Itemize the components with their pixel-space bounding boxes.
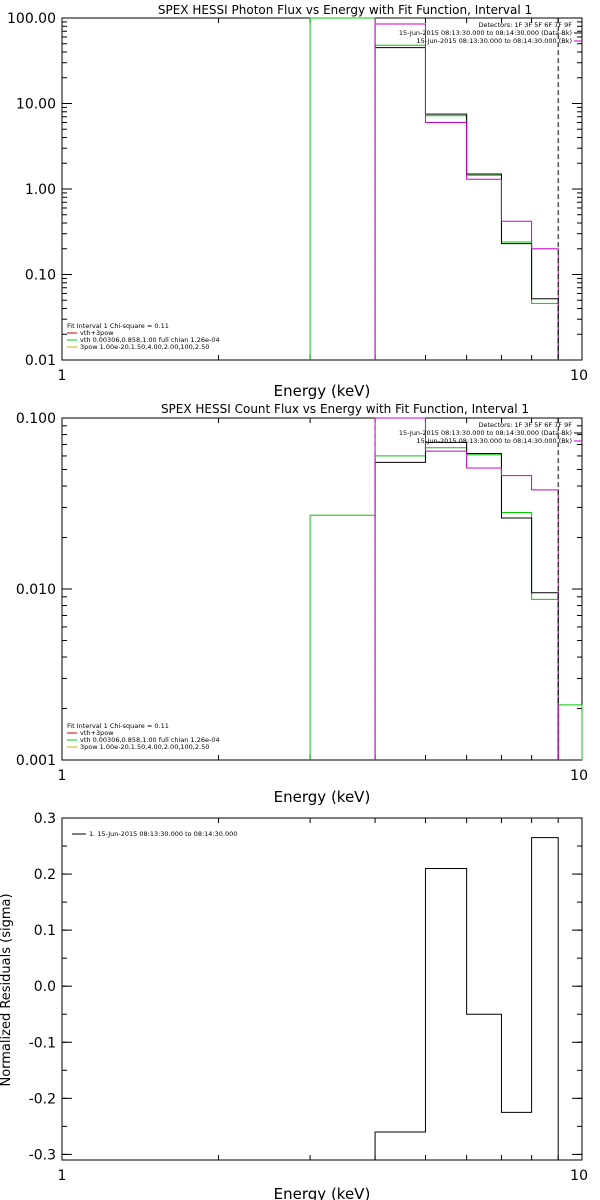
histogram-series-line — [374, 47, 559, 360]
count-legend: Fit Interval 1 Chi-square = 0.11vth+3pow… — [67, 722, 220, 751]
y-tick-label: 0.2 — [34, 867, 56, 883]
count-plot-frame — [61, 417, 583, 761]
photon-flux-panel: SPEX HESSI Photon Flux vs Energy with Fi… — [7, 3, 588, 400]
photon-vlines — [374, 18, 559, 360]
x-tick-label: 10 — [570, 368, 588, 384]
y-tick-label: 0.001 — [16, 753, 56, 769]
histogram-series-line — [309, 447, 583, 760]
header-line: Detectors: 1F 3F 5F 6F 7F 9F — [478, 421, 572, 429]
y-tick-label: -0.2 — [29, 1091, 56, 1107]
y-tick-label: 0.01 — [25, 353, 56, 369]
x-tick-label: 1 — [58, 368, 67, 384]
residuals-legend: 1. 15-Jun-2015 08:13:30.000 to 08:14:30.… — [72, 830, 237, 838]
legend-entry: vth+3pow — [80, 329, 114, 337]
count-x-axis-label: Energy (keV) — [274, 788, 371, 806]
y-tick-label: -0.1 — [29, 1035, 56, 1051]
legend-entry: Fit Interval 1 Chi-square = 0.11 — [67, 322, 169, 330]
y-tick-label: 10.00 — [16, 97, 56, 113]
x-tick-label: 10 — [570, 768, 588, 784]
legend-entry: 1. 15-Jun-2015 08:13:30.000 to 08:14:30.… — [89, 830, 237, 838]
header-line: 15-Jun-2015 08:13:30.000 to 08:14:30.000… — [417, 437, 572, 445]
photon-header-text: Detectors: 1F 3F 5F 6F 7F 9F15-Jun-2015 … — [399, 21, 582, 45]
y-tick-label: 0.3 — [34, 811, 56, 827]
residuals-ticks: 1 10 -0.3 -0.2 -0.1 0.0 0.1 0.2 0.3 — [29, 811, 588, 1184]
y-tick-label: 0.1 — [34, 923, 56, 939]
legend-entry: vth 0.00306,0.858,1.00 full chian 1.26e-… — [80, 736, 220, 744]
histogram-series-line — [309, 17, 559, 360]
photon-plot-frame — [61, 17, 583, 361]
count-vlines — [374, 418, 559, 760]
header-line: 15-Jun-2015 08:13:30.000 to 08:14:30.000… — [399, 429, 572, 437]
legend-entry: 3pow 1.00e-20,1.50,4.00,2.00,100,2.50 — [80, 743, 209, 751]
y-tick-label: 0.10 — [25, 268, 56, 284]
legend-entry: vth+3pow — [80, 729, 114, 737]
histogram-series-line — [374, 417, 559, 760]
x-tick-label: 1 — [58, 1168, 67, 1184]
residuals-y-axis-label: Normalized Residuals (sigma) — [0, 893, 14, 1086]
residuals-x-axis-label: Energy (keV) — [274, 1185, 371, 1200]
residuals-series — [374, 837, 559, 1160]
count-chart-title: SPEX HESSI Count Flux vs Energy with Fit… — [161, 402, 529, 416]
y-tick-label: 0.010 — [16, 582, 56, 598]
x-tick-label: 1 — [58, 768, 67, 784]
header-line: 15-Jun-2015 08:13:30.000 to 08:14:30.000… — [417, 37, 572, 45]
histogram-series-line — [374, 23, 559, 360]
count-header-text: Detectors: 1F 3F 5F 6F 7F 9F15-Jun-2015 … — [399, 421, 582, 445]
histogram-series-line — [374, 837, 559, 1160]
header-line: Detectors: 1F 3F 5F 6F 7F 9F — [478, 21, 572, 29]
count-series — [309, 417, 583, 760]
legend-entry: 3pow 1.00e-20,1.50,4.00,2.00,100,2.50 — [80, 343, 209, 351]
y-tick-label: 1.00 — [25, 182, 56, 198]
photon-x-axis-label: Energy (keV) — [274, 382, 371, 400]
count-flux-panel: SPEX HESSI Count Flux vs Energy with Fit… — [16, 402, 588, 806]
photon-legend: Fit Interval 1 Chi-square = 0.11vth+3pow… — [67, 322, 220, 351]
photon-series — [309, 17, 559, 360]
y-tick-label: -0.3 — [29, 1147, 56, 1163]
x-tick-label: 10 — [570, 1168, 588, 1184]
legend-entry: vth 0.00306,0.858,1.00 full chian 1.26e-… — [80, 336, 220, 344]
count-ticks: 1 10 0.001 0.010 0.100 — [16, 411, 588, 784]
photon-ticks: 1 10 0.01 0.10 1.00 10.00 100.00 — [7, 11, 588, 384]
photon-chart-title: SPEX HESSI Photon Flux vs Energy with Fi… — [158, 3, 532, 17]
residuals-plot-frame — [61, 817, 583, 1161]
residuals-panel: 1 10 -0.3 -0.2 -0.1 0.0 0.1 0.2 0.3 1. 15-Jun-20… — [0, 811, 588, 1200]
y-tick-label: 0.0 — [34, 979, 56, 995]
header-line: 15-Jun-2015 08:13:30.000 to 08:14:30.000… — [399, 29, 572, 37]
legend-entry: Fit Interval 1 Chi-square = 0.11 — [67, 722, 169, 730]
y-tick-label: 100.00 — [7, 11, 56, 27]
histogram-series-line — [374, 441, 559, 760]
y-tick-label: 0.100 — [16, 411, 56, 427]
